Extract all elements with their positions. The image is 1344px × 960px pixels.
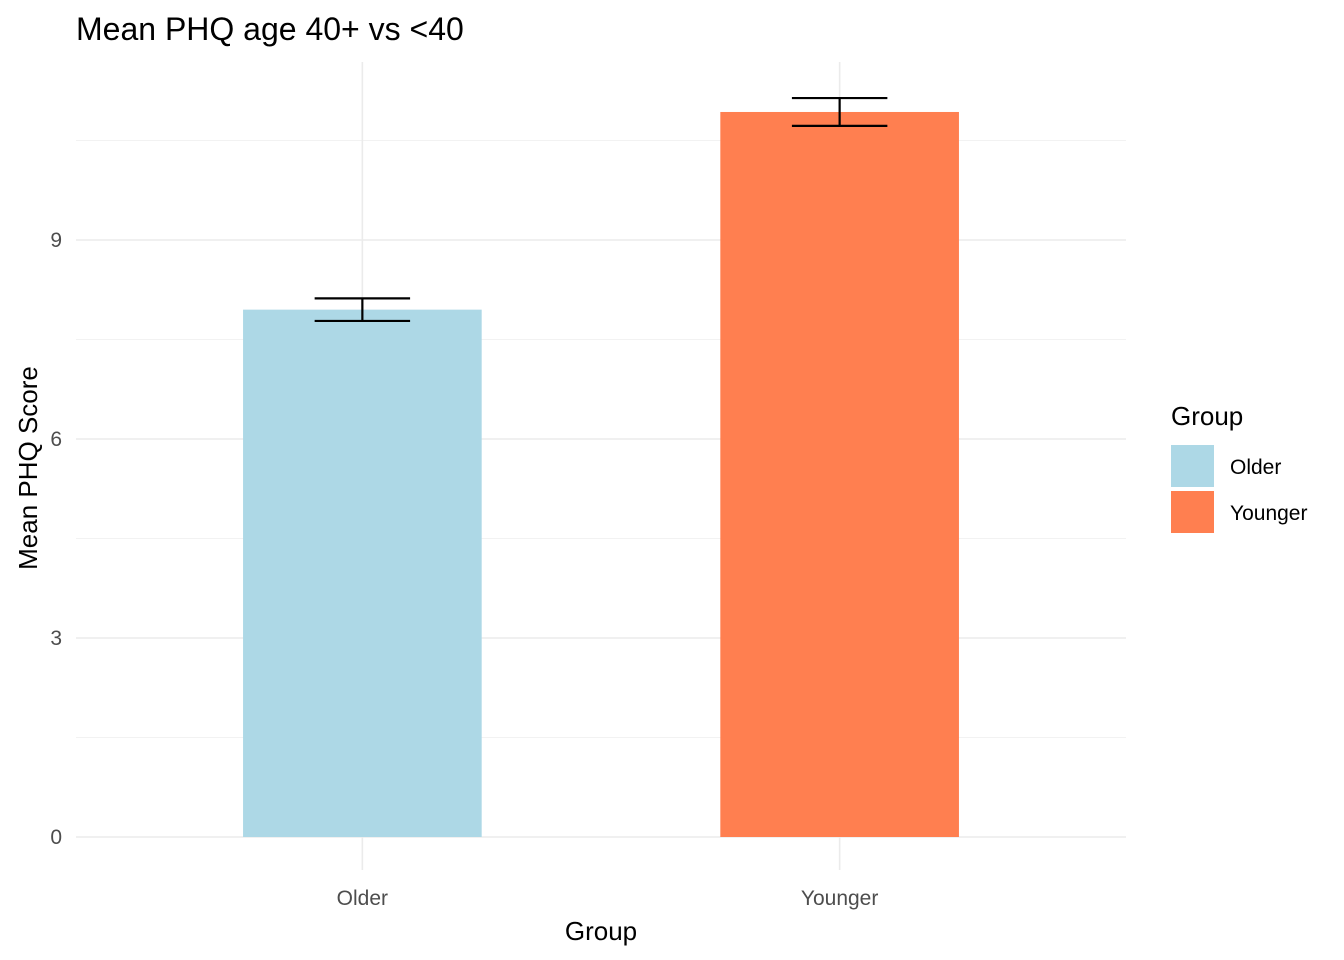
legend-item: Older: [1171, 445, 1281, 487]
bar-younger: [720, 111, 959, 837]
legend-label: Older: [1230, 456, 1281, 479]
legend-swatch: [1171, 445, 1214, 487]
y-tick-label: 3: [50, 627, 62, 650]
y-axis-title: Mean PHQ Score: [13, 366, 43, 570]
legend-items: Older Younger: [1171, 445, 1307, 533]
grid: [76, 62, 1126, 870]
error-bars: [314, 96, 888, 323]
y-tick-label: 6: [50, 428, 62, 451]
x-axis-title: Group: [565, 916, 637, 946]
x-tick-label: Older: [337, 887, 388, 910]
legend: Group Older Younger: [1171, 401, 1307, 533]
y-tick-label: 0: [50, 826, 62, 849]
error-bar-younger: [791, 96, 888, 128]
y-axis-ticks: 0 3 6 9: [50, 229, 62, 849]
x-axis-ticks: Older Younger: [337, 887, 879, 910]
legend-item: Younger: [1171, 491, 1307, 533]
legend-swatch: [1171, 491, 1214, 533]
y-tick-label: 9: [50, 229, 62, 252]
bars: [243, 111, 959, 837]
legend-label: Younger: [1230, 502, 1307, 525]
bar-older: [243, 309, 482, 837]
error-bar-older: [314, 297, 411, 323]
legend-title: Group: [1171, 401, 1243, 431]
x-tick-label: Younger: [801, 887, 878, 910]
chart-title: Mean PHQ age 40+ vs <40: [76, 11, 464, 47]
